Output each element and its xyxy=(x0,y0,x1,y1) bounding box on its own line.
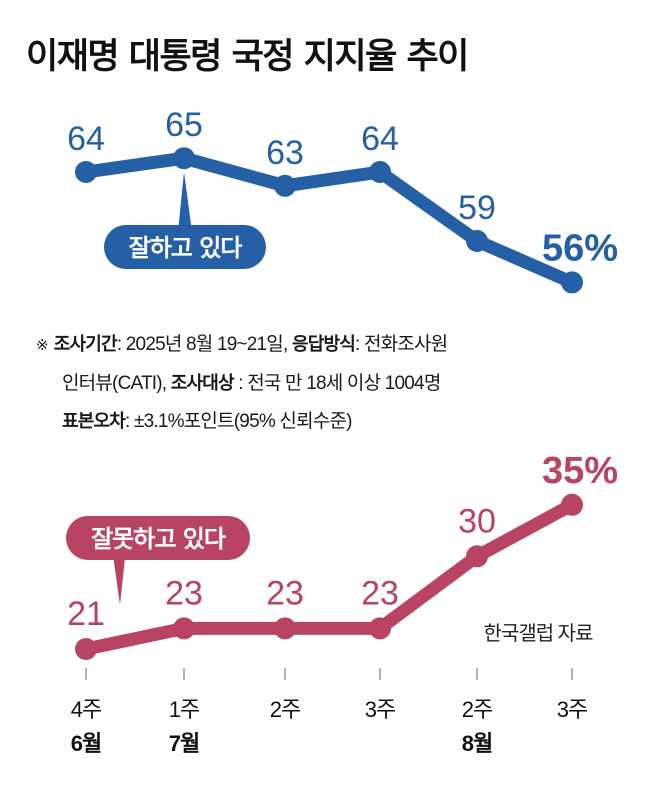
x-tick-label-month: 7월 xyxy=(169,731,199,756)
disapprove-data-label: 35% xyxy=(542,450,618,492)
x-tick-label-week: 2주 xyxy=(462,697,493,722)
approve-data-label: 59 xyxy=(458,189,496,227)
note-line-2: 인터뷰(CATI), 조사대상 : 전국 만 18세 이상 1004명 xyxy=(36,365,646,403)
note-label-target: 조사대상 xyxy=(170,373,235,394)
disapprove-point xyxy=(274,617,296,640)
disapprove-legend-label: 잘못하고 있다 xyxy=(91,525,226,553)
note-text-target: : 전국 만 18세 이상 1004명 xyxy=(233,373,441,394)
note-label-method: 응답방식 xyxy=(291,334,356,355)
approve-data-label: 63 xyxy=(266,134,304,172)
approve-point xyxy=(466,230,488,252)
disapprove-line xyxy=(79,498,579,656)
disapprove-callout-bubble xyxy=(66,516,250,560)
approve-point xyxy=(369,161,391,183)
x-tick-label-week: 2주 xyxy=(270,697,301,722)
approve-data-label: 65 xyxy=(165,106,203,144)
x-tick-label-week: 1주 xyxy=(169,697,200,722)
chart-title: 이재명 대통령 국정 지지율 추이 xyxy=(26,37,469,77)
approve-callout-bubble xyxy=(104,225,266,269)
disapprove-data-label: 23 xyxy=(165,574,203,612)
x-tick-label-month: 6월 xyxy=(71,731,101,756)
approve-data-label: 64 xyxy=(361,120,399,158)
disapprove-data-label: 21 xyxy=(67,595,105,633)
note-text-error: : ±3.1%포인트(95% 신뢰수준) xyxy=(125,411,352,432)
x-tick-label-week: 3주 xyxy=(365,697,396,722)
disapprove-point xyxy=(369,617,391,640)
approve-legend-label: 잘하고 있다 xyxy=(129,234,243,262)
approve-point xyxy=(561,271,583,294)
x-tick-label-month: 8월 xyxy=(462,731,492,756)
approve-line xyxy=(79,151,579,289)
reference-mark-icon: ※ xyxy=(36,337,49,354)
approve-callout-pointer xyxy=(178,172,192,232)
disapprove-data-label: 23 xyxy=(266,574,304,612)
approve-point xyxy=(75,161,97,183)
disapprove-point xyxy=(173,617,195,640)
source-label: 한국갤럽 자료 xyxy=(484,622,594,645)
note-text-period: : 2025년 8월 19~21일, xyxy=(116,334,292,355)
approve-data-label: 56% xyxy=(542,227,618,269)
note-label-period: 조사기간 xyxy=(53,334,118,355)
x-tick-label-week: 4주 xyxy=(71,697,102,722)
note-text-method-cont: 인터뷰(CATI), xyxy=(62,373,171,394)
approve-point xyxy=(274,174,296,197)
disapprove-callout-pointer xyxy=(112,548,126,605)
disapprove-data-label: 30 xyxy=(458,502,496,540)
disapprove-point xyxy=(75,638,97,660)
disapprove-point xyxy=(466,545,488,568)
disapprove-point xyxy=(561,493,583,516)
note-line-1: ※ 조사기간: 2025년 8월 19~21일, 응답방식: 전화조사원 xyxy=(36,326,646,365)
x-tick-label-week: 3주 xyxy=(557,697,588,722)
approve-data-label: 64 xyxy=(67,120,105,158)
note-line-3: 표본오차: ±3.1%포인트(95% 신뢰수준) xyxy=(36,403,646,441)
note-label-error: 표본오차 xyxy=(62,411,126,432)
disapprove-data-label: 23 xyxy=(361,574,399,612)
note-text-method: : 전화조사원 xyxy=(355,334,448,355)
approve-point xyxy=(173,147,195,170)
survey-note: ※ 조사기간: 2025년 8월 19~21일, 응답방식: 전화조사원 인터뷰(… xyxy=(36,326,646,441)
